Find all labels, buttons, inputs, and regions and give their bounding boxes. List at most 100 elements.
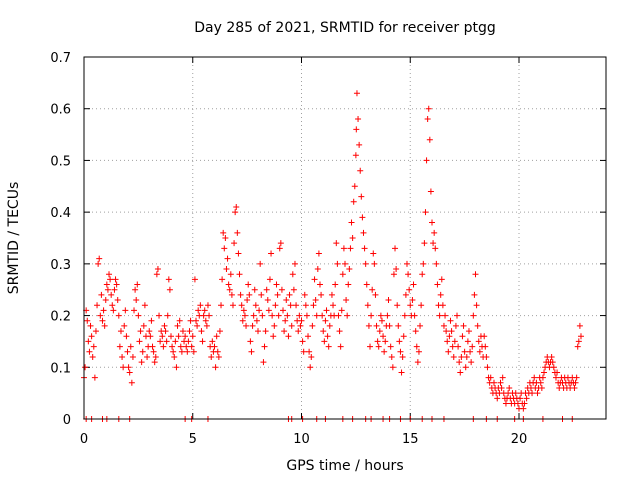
- data-point: [356, 141, 363, 148]
- data-point: [85, 338, 92, 345]
- data-point: [389, 364, 396, 371]
- data-point: [211, 343, 218, 350]
- data-point: [184, 348, 191, 355]
- data-point: [321, 338, 328, 345]
- data-point: [342, 260, 348, 267]
- data-point: [349, 235, 356, 241]
- data-point: [552, 374, 559, 381]
- data-point: [102, 297, 109, 304]
- data-point: [203, 322, 210, 329]
- data-point: [287, 302, 294, 309]
- data-point: [353, 126, 360, 133]
- data-point: [325, 343, 332, 350]
- data-point: [111, 286, 118, 293]
- data-point: [520, 405, 527, 412]
- data-point: [246, 291, 253, 298]
- data-point: [340, 245, 347, 252]
- data-point: [269, 312, 276, 319]
- data-point: [361, 245, 368, 252]
- data-point: [373, 322, 380, 329]
- data-point: [253, 317, 260, 324]
- data-point: [353, 90, 360, 97]
- data-point: [278, 286, 285, 293]
- data-point: [351, 183, 358, 190]
- data-point: [574, 343, 581, 350]
- data-point: [406, 286, 413, 293]
- data-point: [426, 136, 433, 143]
- data-point: [400, 333, 407, 340]
- y-tick-label: 0.3: [50, 258, 71, 273]
- data-point: [234, 229, 241, 236]
- data-point: [430, 240, 437, 247]
- data-point: [176, 317, 183, 324]
- data-point: [116, 343, 123, 350]
- data-point: [259, 312, 266, 319]
- data-point: [258, 291, 265, 298]
- data-point: [264, 297, 271, 304]
- data-point: [174, 322, 181, 329]
- data-point: [122, 307, 129, 314]
- data-point: [357, 167, 364, 174]
- data-point: [199, 338, 206, 345]
- data-point: [260, 359, 267, 366]
- data-point: [235, 250, 242, 257]
- data-point: [554, 369, 561, 376]
- data-point: [288, 322, 295, 329]
- data-point: [332, 281, 339, 288]
- data-point: [92, 328, 99, 335]
- data-point: [226, 286, 233, 293]
- data-point: [134, 281, 141, 288]
- data-point: [200, 312, 207, 319]
- data-point: [490, 379, 497, 386]
- data-point: [286, 291, 293, 298]
- data-point: [159, 333, 166, 340]
- data-point: [236, 271, 243, 278]
- data-point: [133, 297, 140, 304]
- data-point: [88, 333, 95, 340]
- data-point: [89, 353, 96, 360]
- data-point: [438, 276, 445, 283]
- data-points: [81, 90, 584, 422]
- data-point: [285, 333, 292, 340]
- data-point: [281, 328, 288, 335]
- data-point: [139, 348, 146, 355]
- data-point: [185, 338, 192, 345]
- data-point: [412, 328, 419, 335]
- data-point: [572, 379, 579, 386]
- data-point: [119, 353, 126, 360]
- data-point: [256, 307, 263, 314]
- data-point: [107, 276, 114, 283]
- data-point: [112, 276, 119, 283]
- data-point: [170, 348, 177, 355]
- data-point: [419, 271, 426, 278]
- data-point: [239, 317, 246, 324]
- data-point: [218, 302, 225, 309]
- data-point: [421, 240, 428, 247]
- data-point: [468, 359, 475, 366]
- x-tick-label: 5: [189, 432, 197, 447]
- data-point: [315, 250, 322, 257]
- data-point: [517, 395, 524, 402]
- data-point: [415, 348, 422, 355]
- data-point: [473, 302, 480, 309]
- data-point: [131, 307, 138, 314]
- data-point: [399, 353, 406, 360]
- data-point: [382, 338, 389, 345]
- data-point: [114, 297, 121, 304]
- data-point: [175, 333, 182, 340]
- data-point: [363, 281, 370, 288]
- data-point: [177, 343, 184, 350]
- data-point: [460, 322, 467, 329]
- data-point: [212, 364, 219, 371]
- data-point: [308, 353, 315, 360]
- data-point: [549, 359, 556, 366]
- data-point: [144, 353, 151, 360]
- y-tick-label: 0.6: [50, 103, 71, 118]
- data-point: [290, 286, 297, 293]
- data-point: [442, 312, 449, 319]
- data-point: [481, 333, 488, 340]
- data-point: [263, 286, 270, 293]
- data-point: [364, 302, 371, 309]
